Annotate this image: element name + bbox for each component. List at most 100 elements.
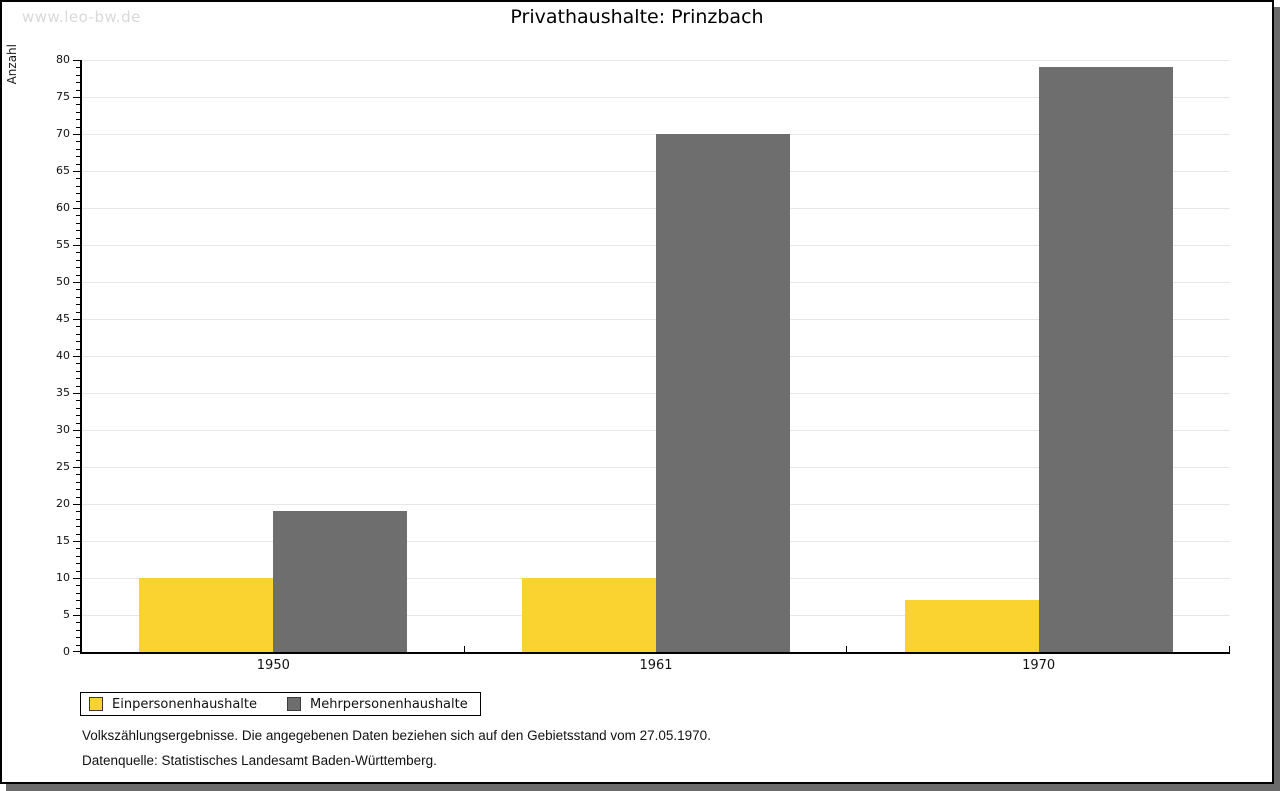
y-tick-label: 55 <box>56 238 70 251</box>
y-minor-tick <box>76 119 80 121</box>
legend-item-mehrpersonenhaushalte: Mehrpersonenhaushalte <box>287 697 468 712</box>
y-major-tick <box>73 97 80 98</box>
y-minor-tick <box>76 126 80 128</box>
y-minor-tick <box>76 518 80 520</box>
y-minor-tick <box>76 400 80 402</box>
y-minor-tick <box>76 230 80 232</box>
y-minor-tick <box>76 444 80 446</box>
y-minor-tick <box>76 163 80 165</box>
y-tick-label: 45 <box>56 312 70 325</box>
y-minor-tick <box>76 111 80 113</box>
y-minor-tick <box>76 459 80 461</box>
y-minor-tick <box>76 259 80 261</box>
y-minor-tick <box>76 215 80 217</box>
y-minor-tick <box>76 511 80 513</box>
y-tick-label: 60 <box>56 201 70 214</box>
y-minor-tick <box>76 289 80 291</box>
y-major-tick <box>73 651 80 652</box>
y-tick-label: 35 <box>56 386 70 399</box>
y-minor-tick <box>76 489 80 491</box>
x-tick-label: 1950 <box>256 658 290 673</box>
y-minor-tick <box>76 526 80 528</box>
y-minor-tick <box>76 141 80 143</box>
plot-area: 0 5 10 15 20 25 30 35 40 45 50 55 60 65 70 75 80 1950 1961… <box>56 53 1230 673</box>
y-major-tick <box>73 615 80 616</box>
bar-mehrpersonenhaushalte-1961 <box>656 134 790 652</box>
y-major-tick <box>73 541 80 542</box>
y-minor-tick <box>76 415 80 417</box>
legend-item-einpersonenhaushalte: Einpersonenhaushalte <box>89 697 257 712</box>
legend-swatch-yellow <box>89 697 103 711</box>
y-major-tick <box>73 430 80 431</box>
y-minor-tick <box>76 267 80 269</box>
y-minor-tick <box>76 326 80 328</box>
bar-einpersonenhaushalte-1961 <box>522 578 656 652</box>
x-boundary-tick <box>846 646 847 652</box>
y-minor-tick <box>76 533 80 535</box>
legend-label: Einpersonenhaushalte <box>112 696 257 712</box>
y-minor-tick <box>76 348 80 350</box>
y-minor-tick <box>76 311 80 313</box>
y-minor-tick <box>76 82 80 84</box>
y-minor-tick <box>76 563 80 565</box>
y-minor-tick <box>76 363 80 365</box>
y-minor-tick <box>76 644 80 646</box>
y-minor-tick <box>76 585 80 587</box>
y-major-tick <box>73 319 80 320</box>
y-minor-tick <box>76 600 80 602</box>
y-minor-tick <box>76 637 80 639</box>
y-minor-tick <box>76 304 80 306</box>
y-minor-tick <box>76 148 80 150</box>
y-minor-tick <box>76 222 80 224</box>
y-major-tick <box>73 356 80 357</box>
chart-title: Privathaushalte: Prinzbach <box>510 6 764 28</box>
x-tick-label: 1961 <box>639 658 673 673</box>
gridline <box>82 97 1230 98</box>
y-tick-label: 25 <box>56 460 70 473</box>
y-minor-tick <box>76 407 80 409</box>
y-tick-label: 20 <box>56 497 70 510</box>
legend-swatch-gray <box>287 697 301 711</box>
y-minor-tick <box>76 548 80 550</box>
watermark: www.leo-bw.de <box>22 8 141 26</box>
y-minor-tick <box>76 452 80 454</box>
y-tick-label: 65 <box>56 164 70 177</box>
y-major-tick <box>73 467 80 468</box>
y-major-tick <box>73 504 80 505</box>
y-tick-label: 5 <box>63 608 70 621</box>
y-tick-label: 75 <box>56 90 70 103</box>
y-minor-tick <box>76 629 80 631</box>
y-minor-tick <box>76 178 80 180</box>
y-minor-tick <box>76 104 80 106</box>
y-major-tick <box>73 578 80 579</box>
bar-mehrpersonenhaushalte-1950 <box>273 511 408 652</box>
y-axis-label: Anzahl <box>5 44 19 85</box>
y-minor-tick <box>76 200 80 202</box>
y-minor-tick <box>76 555 80 557</box>
y-tick-label: 30 <box>56 423 70 436</box>
legend: Einpersonenhaushalte Mehrpersonenhaushal… <box>80 692 481 716</box>
y-tick-label: 15 <box>56 534 70 547</box>
y-minor-tick <box>76 570 80 572</box>
y-minor-tick <box>76 252 80 254</box>
y-minor-tick <box>76 185 80 187</box>
gridline <box>82 60 1230 61</box>
y-minor-tick <box>76 370 80 372</box>
x-boundary-tick <box>464 646 465 652</box>
y-minor-tick <box>76 333 80 335</box>
y-minor-tick <box>76 422 80 424</box>
y-minor-tick <box>76 607 80 609</box>
y-tick-label: 80 <box>56 53 70 66</box>
y-minor-tick <box>76 437 80 439</box>
footnote-datenquelle: Datenquelle: Statistisches Landesamt Bad… <box>82 753 437 768</box>
y-major-tick <box>73 60 80 61</box>
y-tick-label: 70 <box>56 127 70 140</box>
y-minor-tick <box>76 237 80 239</box>
footnote-gebietsstand: Volkszählungsergebnisse. Die angegebenen… <box>82 728 711 743</box>
y-minor-tick <box>76 622 80 624</box>
y-tick-label: 10 <box>56 571 70 584</box>
y-minor-tick <box>76 89 80 91</box>
y-major-tick <box>73 282 80 283</box>
y-minor-tick <box>76 74 80 76</box>
